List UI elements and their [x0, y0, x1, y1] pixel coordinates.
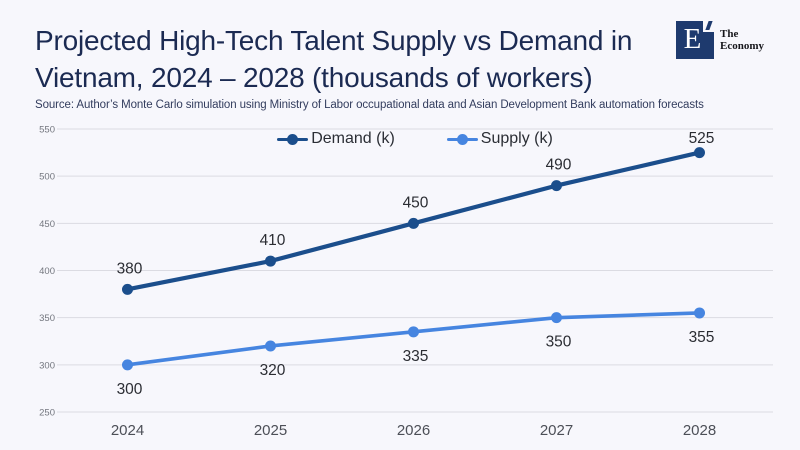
legend-label-demand: Demand (k)	[311, 130, 395, 147]
supply-data-label: 350	[546, 334, 572, 351]
logo-apostrophe-icon	[703, 21, 714, 32]
logo-mark: E	[676, 21, 714, 59]
demand-point	[265, 255, 276, 267]
demand-point	[408, 217, 419, 229]
supply-point	[408, 326, 419, 338]
legend-item-demand: Demand (k)	[277, 130, 395, 148]
y-tick-label: 400	[39, 266, 55, 277]
y-tick-label: 550	[39, 125, 55, 136]
demand-data-label: 525	[689, 130, 715, 147]
y-tick-label: 250	[39, 408, 55, 419]
demand-data-label: 380	[117, 260, 143, 277]
logo: E The Economy	[676, 21, 764, 59]
supply-point	[122, 359, 133, 371]
x-tick-label: 2024	[111, 422, 144, 439]
logo-name: The Economy	[720, 28, 764, 53]
page-title: Projected High-Tech Talent Supply vs Dem…	[35, 22, 695, 96]
demand-point	[694, 147, 705, 159]
supply-point	[551, 312, 562, 324]
demand-data-label: 490	[546, 157, 572, 174]
x-tick-label: 2027	[540, 422, 573, 439]
legend-item-supply: Supply (k)	[446, 130, 553, 148]
page-title-line1: Projected High-Tech Talent Supply vs Dem…	[35, 25, 633, 56]
logo-name-line2: Economy	[720, 40, 764, 52]
page-title-line2: Vietnam, 2024 – 2028 (thousands of worke…	[35, 62, 593, 93]
x-tick-label: 2025	[254, 422, 287, 439]
y-tick-label: 450	[39, 219, 55, 230]
x-tick-label: 2028	[683, 422, 716, 439]
y-tick-label: 300	[39, 360, 55, 371]
supply-data-label: 320	[260, 362, 286, 379]
supply-data-label: 355	[689, 329, 715, 346]
supply-legend-marker-icon	[446, 133, 478, 145]
x-tick-label: 2026	[397, 422, 430, 439]
supply-point	[694, 307, 705, 319]
logo-letter: E	[683, 22, 702, 55]
legend-label-supply: Supply (k)	[480, 130, 553, 147]
supply-data-label: 300	[117, 381, 143, 398]
demand-legend-marker-icon	[277, 133, 309, 145]
demand-data-label: 450	[403, 194, 429, 211]
y-tick-label: 500	[39, 172, 55, 183]
source-note: Source: Author’s Monte Carlo simulation …	[35, 99, 704, 111]
supply-data-label: 335	[403, 348, 429, 365]
logo-name-line1: The	[720, 27, 739, 40]
supply-point	[265, 340, 276, 352]
demand-point	[551, 180, 562, 192]
y-tick-label: 350	[39, 313, 55, 324]
demand-data-label: 410	[260, 232, 286, 249]
demand-point	[122, 283, 133, 295]
chart-legend: Demand (k) Supply (k)	[57, 129, 773, 149]
